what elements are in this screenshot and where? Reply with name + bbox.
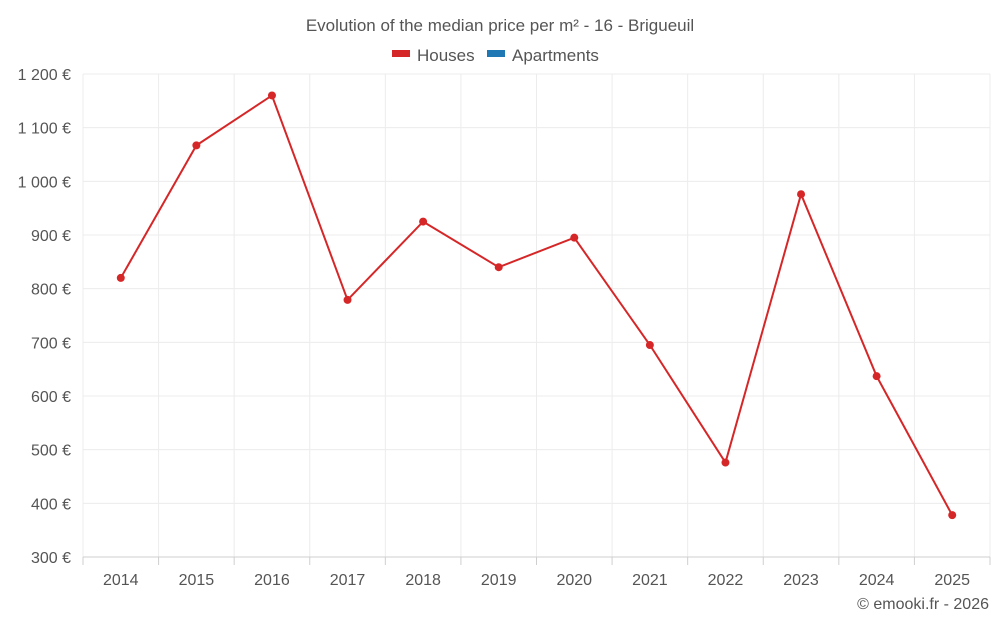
series	[116, 91, 957, 520]
grid	[82, 73, 991, 557]
x-axis: 2014 2015 2016 2017 2018 2019 2020 2021 2022 2023…	[82, 556, 991, 589]
x-tick-label: 2016	[254, 572, 290, 589]
data-point-houses-2020[interactable]	[570, 233, 579, 242]
x-tick-label: 2022	[708, 572, 744, 589]
data-point-houses-2023[interactable]	[797, 190, 806, 199]
y-tick-label: 1 000 €	[18, 174, 71, 191]
data-point-houses-2014[interactable]	[116, 273, 125, 282]
y-tick-label: 900 €	[31, 228, 71, 245]
x-tick-label: 2019	[481, 572, 517, 589]
data-point-houses-2018[interactable]	[419, 217, 428, 226]
y-tick-label: 800 €	[31, 282, 71, 299]
data-point-houses-2025[interactable]	[948, 511, 957, 520]
y-tick-label: 1 100 €	[18, 121, 71, 138]
y-tick-label: 1 200 €	[18, 67, 71, 84]
legend-swatch-apartments	[487, 50, 505, 57]
data-point-houses-2016[interactable]	[267, 91, 276, 100]
x-tick-label: 2015	[179, 572, 215, 589]
series-line-houses	[119, 93, 954, 516]
legend: Houses Apartments	[392, 46, 599, 65]
x-tick-label: 2020	[556, 572, 592, 589]
legend-label-houses: Houses	[417, 46, 475, 65]
x-tick-label: 2014	[103, 572, 139, 589]
data-point-houses-2024[interactable]	[872, 372, 881, 381]
data-point-houses-2017[interactable]	[343, 295, 352, 304]
x-tick-label: 2018	[405, 572, 441, 589]
y-tick-label: 600 €	[31, 389, 71, 406]
y-tick-label: 700 €	[31, 335, 71, 352]
x-tick-label: 2025	[934, 572, 970, 589]
y-tick-label: 400 €	[31, 496, 71, 513]
x-tick-label: 2024	[859, 572, 895, 589]
legend-item-houses[interactable]: Houses	[392, 46, 475, 65]
y-axis: 300 € 400 € 500 € 600 € 700 € 800 € 900 € 1 000…	[18, 67, 71, 567]
legend-item-apartments[interactable]: Apartments	[487, 46, 599, 65]
legend-label-apartments: Apartments	[512, 46, 599, 65]
chart-title: Evolution of the median price per m² - 1…	[306, 16, 694, 35]
legend-swatch-houses	[392, 50, 410, 57]
data-point-houses-2022[interactable]	[721, 458, 730, 467]
x-tick-label: 2023	[783, 572, 819, 589]
data-point-houses-2019[interactable]	[494, 263, 503, 272]
y-tick-label: 300 €	[31, 550, 71, 567]
data-point-houses-2015[interactable]	[192, 141, 201, 150]
y-tick-label: 500 €	[31, 443, 71, 460]
x-tick-label: 2017	[330, 572, 366, 589]
data-point-houses-2021[interactable]	[645, 341, 654, 350]
credit-text: © emooki.fr - 2026	[857, 596, 989, 613]
x-tick-label: 2021	[632, 572, 668, 589]
